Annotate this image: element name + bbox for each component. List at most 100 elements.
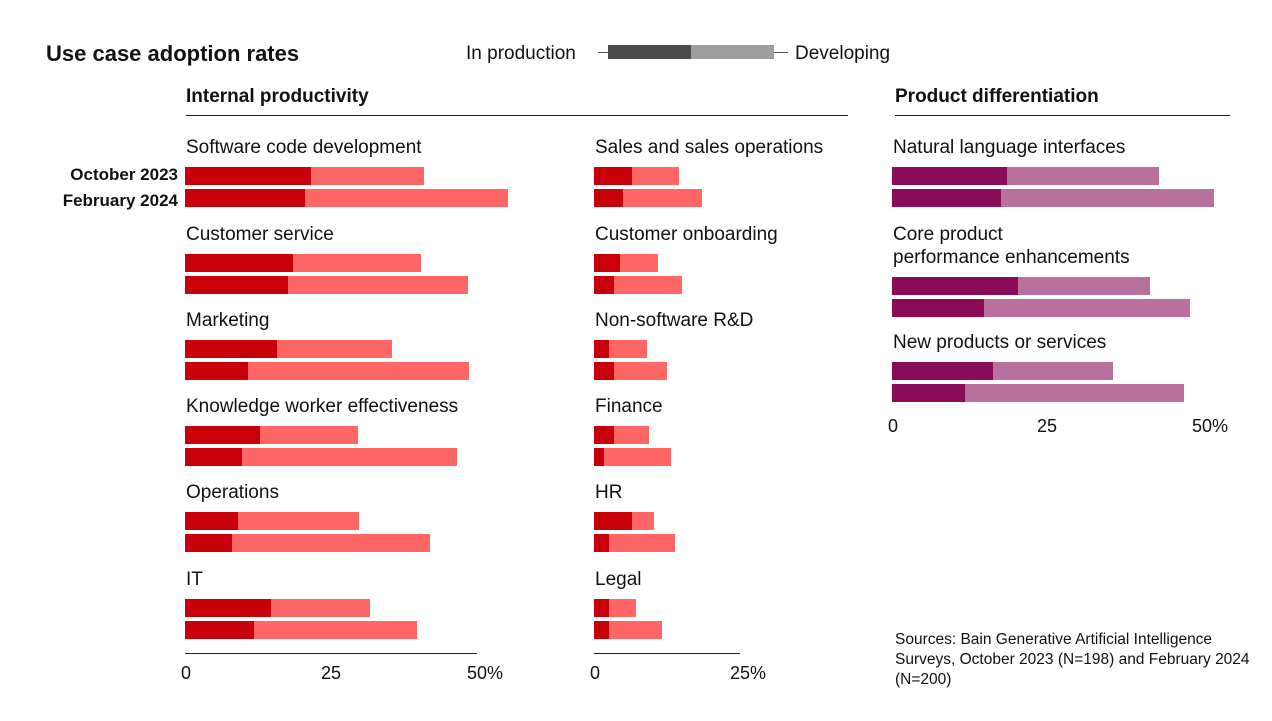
category-label-knowledge-worker-effectiveness: Knowledge worker effectiveness <box>186 396 459 417</box>
bar-non-software-r-d-february-2024-production <box>594 362 615 380</box>
bar-natural-language-interfaces-february-2024-developing <box>1001 189 1215 207</box>
category-label-customer-service: Customer service <box>186 224 334 245</box>
legend-swatch-developing <box>691 45 774 59</box>
bar-non-software-r-d-february-2024-developing <box>614 362 667 380</box>
category-label-operations: Operations <box>186 482 279 503</box>
bar-customer-service-october-2023-developing <box>293 254 421 272</box>
bar-legal-february-2024-developing <box>609 621 662 639</box>
bar-it-october-2023-developing <box>271 599 371 617</box>
x-tick-label-3-3: 50% <box>1192 416 1229 436</box>
bar-finance-february-2024-production <box>594 448 604 466</box>
section-rule-internal <box>186 115 848 116</box>
bar-marketing-february-2024-developing <box>248 362 470 380</box>
bar-hr-february-2024-developing <box>609 534 675 552</box>
category-label-marketing: Marketing <box>186 310 270 331</box>
bar-software-code-development-february-2024-developing <box>304 189 508 207</box>
legend-swatch-production <box>608 45 691 59</box>
bar-hr-october-2023-developing <box>631 512 655 530</box>
bar-software-code-development-october-2023-developing <box>310 167 425 185</box>
bar-customer-onboarding-february-2024-production <box>594 276 615 294</box>
bar-knowledge-worker-effectiveness-february-2024-production <box>185 448 243 466</box>
category-label-core-product-performance-enhancements-line-1: Core product <box>893 224 1003 245</box>
bar-new-products-or-services-february-2024-production <box>892 384 966 402</box>
bar-hr-february-2024-production <box>594 534 610 552</box>
x-tick-label-1-1: 0 <box>181 663 192 683</box>
row-label-february-2024: February 2024 <box>62 191 178 210</box>
bar-operations-october-2023-developing <box>237 512 360 530</box>
category-label-customer-onboarding: Customer onboarding <box>595 224 778 245</box>
section-rule-product <box>895 115 1230 116</box>
bar-customer-onboarding-february-2024-developing <box>614 276 682 294</box>
bar-sales-and-sales-operations-february-2024-developing <box>623 189 703 207</box>
bar-new-products-or-services-october-2023-production <box>892 362 994 380</box>
bar-non-software-r-d-october-2023-production <box>594 340 610 358</box>
bar-legal-october-2023-developing <box>609 599 637 617</box>
bar-marketing-february-2024-production <box>185 362 249 380</box>
x-axis-line-1 <box>185 653 477 654</box>
bar-marketing-october-2023-production <box>185 340 278 358</box>
bar-customer-service-february-2024-developing <box>287 276 469 294</box>
bar-hr-october-2023-production <box>594 512 632 530</box>
bar-customer-onboarding-october-2023-developing <box>620 254 659 272</box>
source-note: Sources: Bain Generative Artificial Inte… <box>895 631 1250 688</box>
x-tick-label-3-1: 0 <box>888 416 899 436</box>
bar-core-product-performance-enhancements-february-2024-production <box>892 299 984 317</box>
category-label-new-products-or-services: New products or services <box>893 332 1107 353</box>
legend-in-production: In production <box>466 43 576 64</box>
bar-new-products-or-services-october-2023-developing <box>993 362 1113 380</box>
x-tick-label-2-1: 0 <box>590 663 601 683</box>
category-label-natural-language-interfaces: Natural language interfaces <box>893 137 1126 158</box>
legend-leader-left <box>598 52 608 53</box>
bar-finance-october-2023-developing <box>614 426 650 444</box>
x-tick-label-2-2: 25% <box>730 663 767 683</box>
bar-customer-service-february-2024-production <box>185 276 288 294</box>
category-label-sales-and-sales-operations: Sales and sales operations <box>595 137 824 158</box>
legend-leader-right <box>774 52 788 53</box>
legend-developing: Developing <box>795 43 891 64</box>
bar-natural-language-interfaces-october-2023-developing <box>1006 167 1160 185</box>
x-tick-label-1-3: 50% <box>467 663 504 683</box>
bar-knowledge-worker-effectiveness-october-2023-production <box>185 426 260 444</box>
bar-customer-service-october-2023-production <box>185 254 294 272</box>
category-label-legal: Legal <box>595 569 642 590</box>
bar-natural-language-interfaces-october-2023-production <box>892 167 1007 185</box>
x-tick-label-1-2: 25 <box>321 663 342 683</box>
bar-sales-and-sales-operations-february-2024-production <box>594 189 624 207</box>
bar-sales-and-sales-operations-october-2023-developing <box>631 167 679 185</box>
bar-software-code-development-october-2023-production <box>185 167 311 185</box>
bar-it-october-2023-production <box>185 599 272 617</box>
bar-core-product-performance-enhancements-october-2023-developing <box>1017 277 1150 295</box>
bar-knowledge-worker-effectiveness-october-2023-developing <box>259 426 359 444</box>
bar-core-product-performance-enhancements-october-2023-production <box>892 277 1018 295</box>
x-axis-line-2 <box>594 653 740 654</box>
chart-title: Use case adoption rates <box>46 41 300 66</box>
bar-software-code-development-february-2024-production <box>185 189 305 207</box>
bar-operations-october-2023-production <box>185 512 238 530</box>
bar-legal-october-2023-production <box>594 599 610 617</box>
section-title-product: Product differentiation <box>895 86 1099 107</box>
bar-customer-onboarding-october-2023-production <box>594 254 621 272</box>
section-title-internal: Internal productivity <box>186 86 369 107</box>
category-label-hr: HR <box>595 482 623 503</box>
x-tick-label-3-2: 25 <box>1037 416 1058 436</box>
category-label-core-product-performance-enhancements-line-2: performance enhancements <box>893 247 1130 268</box>
row-label-october-2023: October 2023 <box>70 165 178 184</box>
bar-finance-october-2023-production <box>594 426 615 444</box>
bar-it-february-2024-developing <box>253 621 418 639</box>
category-label-non-software-r-d: Non-software R&D <box>595 310 754 331</box>
bar-new-products-or-services-february-2024-developing <box>965 384 1185 402</box>
bar-it-february-2024-production <box>185 621 254 639</box>
bar-core-product-performance-enhancements-february-2024-developing <box>983 299 1191 317</box>
bar-operations-february-2024-production <box>185 534 232 552</box>
category-label-it: IT <box>186 569 203 590</box>
bar-legal-february-2024-production <box>594 621 610 639</box>
category-label-software-code-development: Software code development <box>186 137 422 158</box>
bar-natural-language-interfaces-february-2024-production <box>892 189 1002 207</box>
bar-knowledge-worker-effectiveness-february-2024-developing <box>242 448 457 466</box>
bar-marketing-october-2023-developing <box>277 340 393 358</box>
category-label-finance: Finance <box>595 396 663 417</box>
bar-operations-february-2024-developing <box>231 534 430 552</box>
bar-non-software-r-d-october-2023-developing <box>609 340 648 358</box>
bar-finance-february-2024-developing <box>603 448 672 466</box>
bar-sales-and-sales-operations-october-2023-production <box>594 167 632 185</box>
